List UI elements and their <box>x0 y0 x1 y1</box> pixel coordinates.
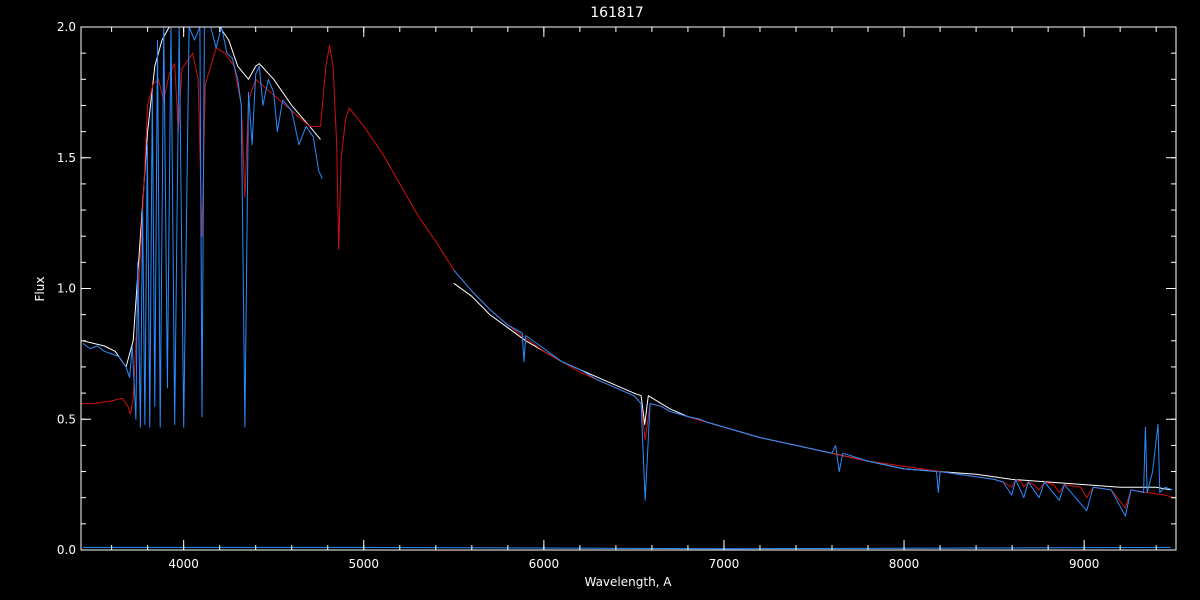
series-2-segment-1 <box>453 269 1173 517</box>
x-tick-label: 9000 <box>1069 557 1100 571</box>
y-tick-label: 0.0 <box>57 543 76 557</box>
series-2-segment-0 <box>82 26 323 428</box>
y-axis-label: Flux <box>33 277 47 302</box>
y-tick-label: 0.5 <box>57 412 76 426</box>
y-tick-label: 1.0 <box>57 282 76 296</box>
plot-frame <box>80 26 1177 551</box>
minor-ticks <box>81 26 1176 551</box>
x-tick-label: 4000 <box>168 557 199 571</box>
x-tick-label: 8000 <box>889 557 920 571</box>
x-tick-label: 5000 <box>348 557 379 571</box>
chart-title: 161817 <box>590 5 643 21</box>
x-tick-labels: 4000 5000 6000 7000 8000 9000 <box>168 557 1099 571</box>
x-tick-label: 7000 <box>709 557 740 571</box>
y-tick-labels: 0.0 0.5 1.0 1.5 2.0 <box>57 20 76 557</box>
y-tick-label: 1.5 <box>57 151 76 165</box>
x-tick-label: 6000 <box>529 557 560 571</box>
y-tick-label: 2.0 <box>57 20 76 34</box>
x-axis-label: Wavelength, A <box>584 575 672 589</box>
